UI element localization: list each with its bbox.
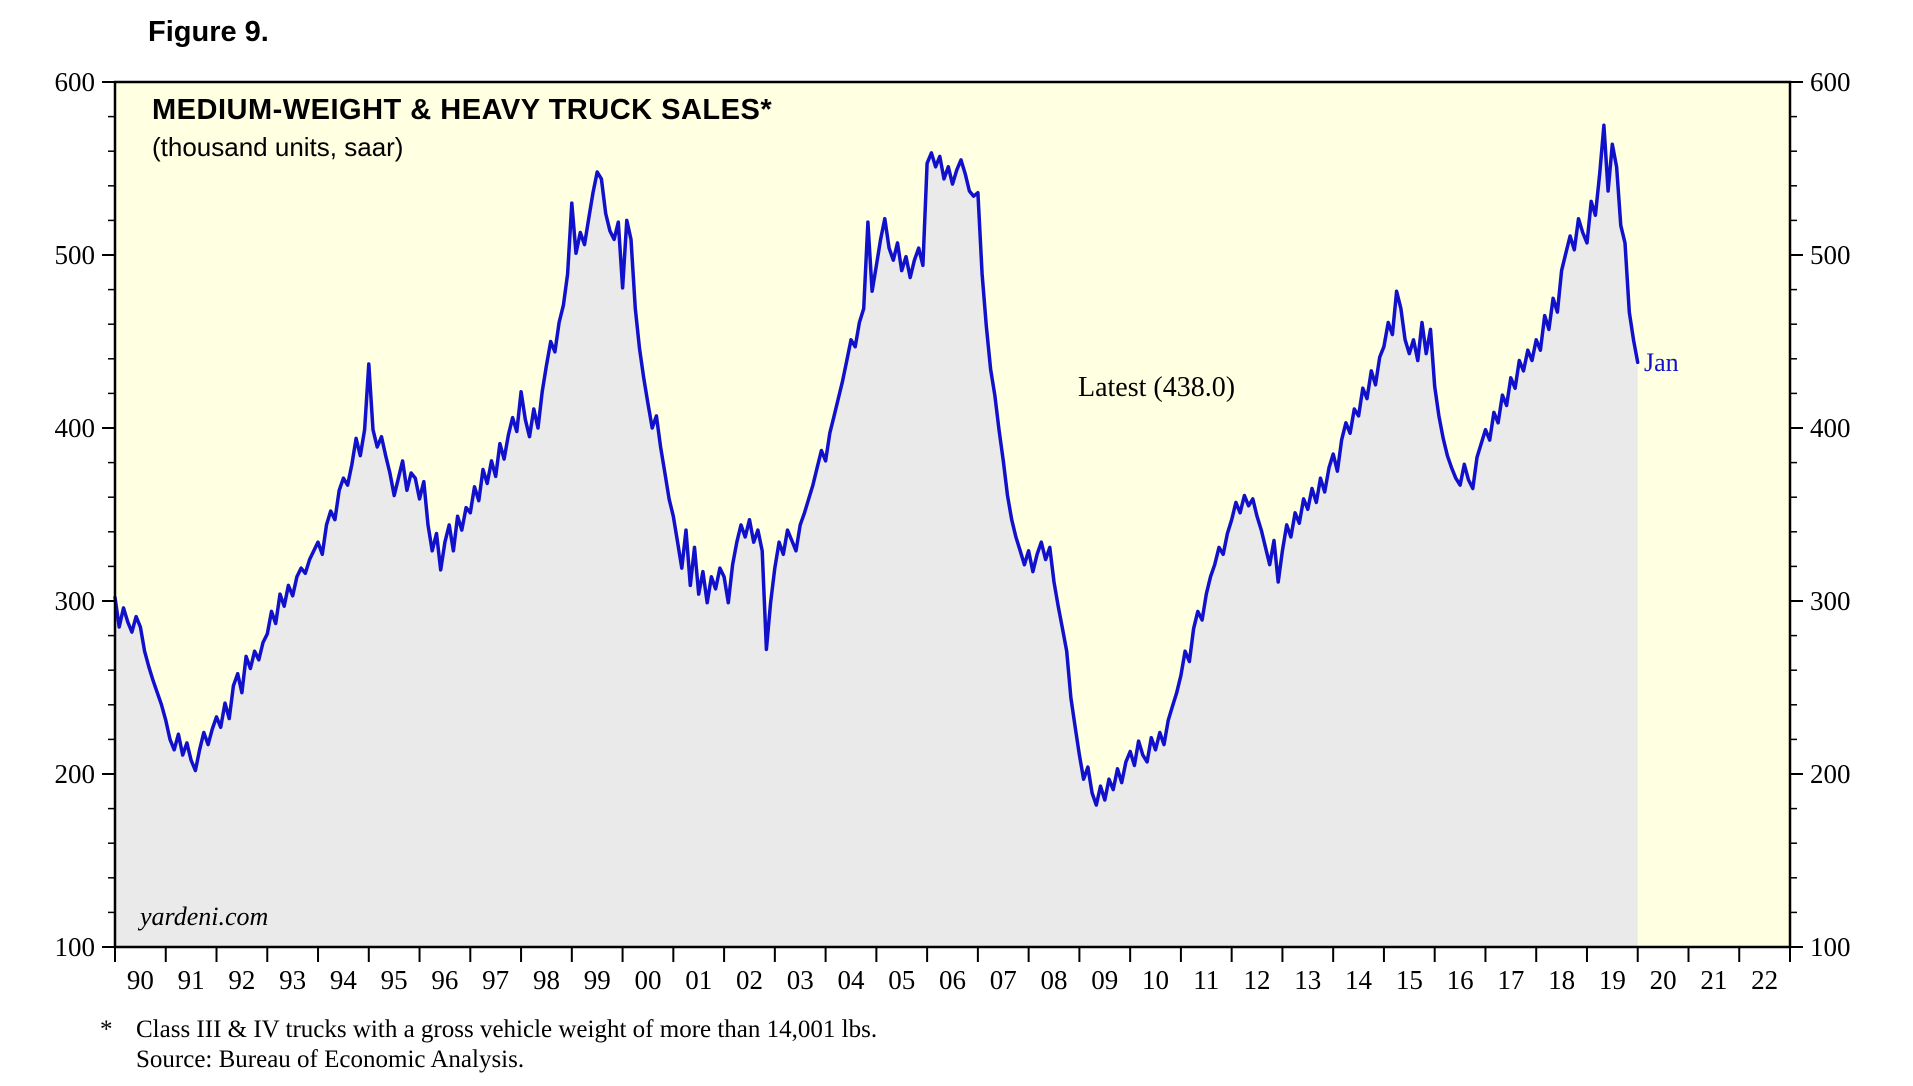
footnote-definition: Class III & IV trucks with a gross vehic…	[136, 1016, 878, 1043]
x-axis-label: 99	[584, 965, 611, 995]
x-axis-label: 00	[634, 965, 661, 995]
y-axis-label-right: 200	[1810, 759, 1851, 789]
yardeni-watermark: yardeni.com	[140, 902, 269, 931]
x-axis-label: 05	[888, 965, 915, 995]
x-axis-label: 21	[1700, 965, 1727, 995]
x-axis-label: 08	[1041, 965, 1068, 995]
x-axis-label: 94	[330, 965, 358, 995]
x-axis-label: 15	[1396, 965, 1423, 995]
x-axis-label: 16	[1447, 965, 1474, 995]
chart-title: MEDIUM-WEIGHT & HEAVY TRUCK SALES*	[152, 94, 773, 126]
y-axis-label-right: 500	[1810, 240, 1851, 270]
y-axis-label-right: 600	[1810, 67, 1851, 97]
figure-label: Figure 9.	[148, 16, 269, 48]
x-axis-label: 97	[482, 965, 509, 995]
x-axis-label: 03	[787, 965, 814, 995]
latest-month-label: Jan	[1644, 348, 1679, 377]
x-axis-label: 14	[1345, 965, 1373, 995]
sales-line	[113, 123, 1640, 807]
x-axis-label: 04	[837, 965, 865, 995]
x-axis-label: 07	[990, 965, 1017, 995]
x-axis-label: 91	[178, 965, 205, 995]
y-axis-label-right: 400	[1810, 413, 1851, 443]
x-axis-label: 09	[1091, 965, 1118, 995]
y-axis-label-left: 100	[55, 932, 96, 962]
x-axis-label: 18	[1548, 965, 1575, 995]
x-axis-label: 02	[736, 965, 763, 995]
y-axis-label-right: 100	[1810, 932, 1851, 962]
x-axis-label: 01	[685, 965, 712, 995]
x-axis-label: 92	[228, 965, 255, 995]
area-fill	[115, 125, 1638, 948]
x-axis-label: 19	[1599, 965, 1626, 995]
x-axis-label: 06	[939, 965, 966, 995]
x-axis-label: 11	[1193, 965, 1219, 995]
footnote-marker: *	[100, 1016, 113, 1043]
x-axis-label: 20	[1650, 965, 1677, 995]
x-axis-label: 12	[1244, 965, 1271, 995]
y-axis-label-left: 500	[55, 240, 96, 270]
y-axis-label-left: 400	[55, 413, 96, 443]
x-axis-label: 95	[381, 965, 408, 995]
y-axis-label-right: 300	[1810, 586, 1851, 616]
footnote-source: Source: Bureau of Economic Analysis.	[136, 1046, 525, 1073]
x-axis-label: 96	[431, 965, 458, 995]
x-axis-label: 22	[1751, 965, 1778, 995]
chart-subtitle: (thousand units, saar)	[152, 132, 404, 162]
y-axis-label-left: 600	[55, 67, 96, 97]
x-axis-label: 90	[127, 965, 154, 995]
x-axis-label: 98	[533, 965, 560, 995]
x-axis-label: 10	[1142, 965, 1169, 995]
x-axis-label: 93	[279, 965, 306, 995]
latest-value-annotation: Latest (438.0)	[1078, 372, 1236, 403]
x-axis-label: 17	[1497, 965, 1524, 995]
x-axis-label: 13	[1294, 965, 1321, 995]
plot-border	[113, 80, 1792, 949]
y-axis-label-left: 200	[55, 759, 96, 789]
y-axis-label-left: 300	[55, 586, 96, 616]
